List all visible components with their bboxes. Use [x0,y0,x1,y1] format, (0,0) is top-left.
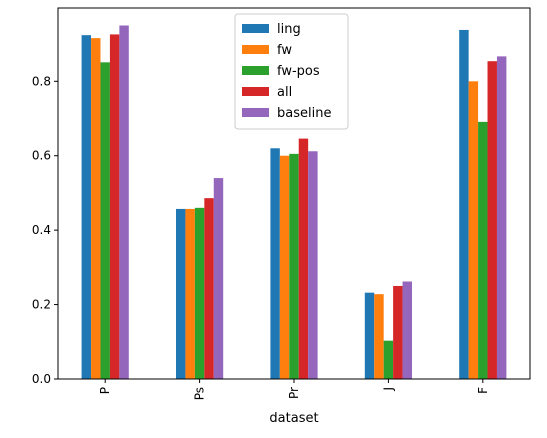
legend-label-fw-pos: fw-pos [277,64,320,79]
bar-ling-Pr [270,148,280,379]
bar-fw-P [91,38,101,379]
legend-swatch-ling [242,24,269,33]
x-tick-label: F [476,387,490,394]
legend-label-baseline: baseline [277,106,331,121]
legend-swatch-baseline [242,108,269,117]
legend-swatch-fw-pos [242,66,269,75]
y-axis: 0.0 0.2 0.4 0.6 0.8 [32,74,58,386]
y-tick-label: 0.6 [32,149,51,163]
bar-baseline-Ps [213,178,224,379]
legend-label-fw: fw [277,43,292,58]
bar-ling-Ps [176,208,186,379]
y-tick-label: 0.8 [32,74,51,88]
bar-fw-pos-F [478,121,488,380]
x-tick-label: J [381,387,395,392]
bar-fw-pos-J [383,340,394,379]
bar-baseline-J [402,281,412,379]
bar-ling-F [459,29,469,379]
bar-baseline-F [496,56,507,379]
legend-swatch-all [242,87,269,96]
legend-label-all: all [277,85,292,100]
x-tick-label: Ps [193,387,207,400]
y-tick-label: 0.4 [32,223,51,237]
legend-box [234,13,349,130]
bar-fw-Ps [185,208,195,379]
legend: ling fw fw-pos all baseline [234,13,349,130]
bar-baseline-Pr [308,151,318,379]
bar-ling-J [364,292,375,379]
legend-swatch-fw [242,45,269,54]
bar-all-F [487,61,497,380]
bar-all-J [393,285,403,379]
y-tick-label: 0.0 [32,372,51,386]
bar-ling-P [81,35,92,379]
bar-fw-pos-Pr [289,153,299,379]
bar-fw-J [374,294,384,379]
y-tick-label: 0.2 [32,298,51,312]
bars-layer [81,25,507,380]
bar-all-Pr [298,138,309,379]
bar-fw-pos-Ps [194,207,205,379]
x-axis-label: dataset [269,411,318,426]
bar-baseline-P [119,25,129,380]
bar-fw-F [468,81,479,379]
x-tick-label: Pr [287,387,301,399]
bar-all-Ps [204,198,214,379]
x-tick-label: P [98,387,112,394]
x-axis: P Ps Pr J F [98,379,490,400]
bar-all-P [109,34,120,380]
legend-label-ling: ling [277,22,301,37]
bar-fw-pos-P [100,62,110,379]
bar-fw-Pr [279,155,290,379]
